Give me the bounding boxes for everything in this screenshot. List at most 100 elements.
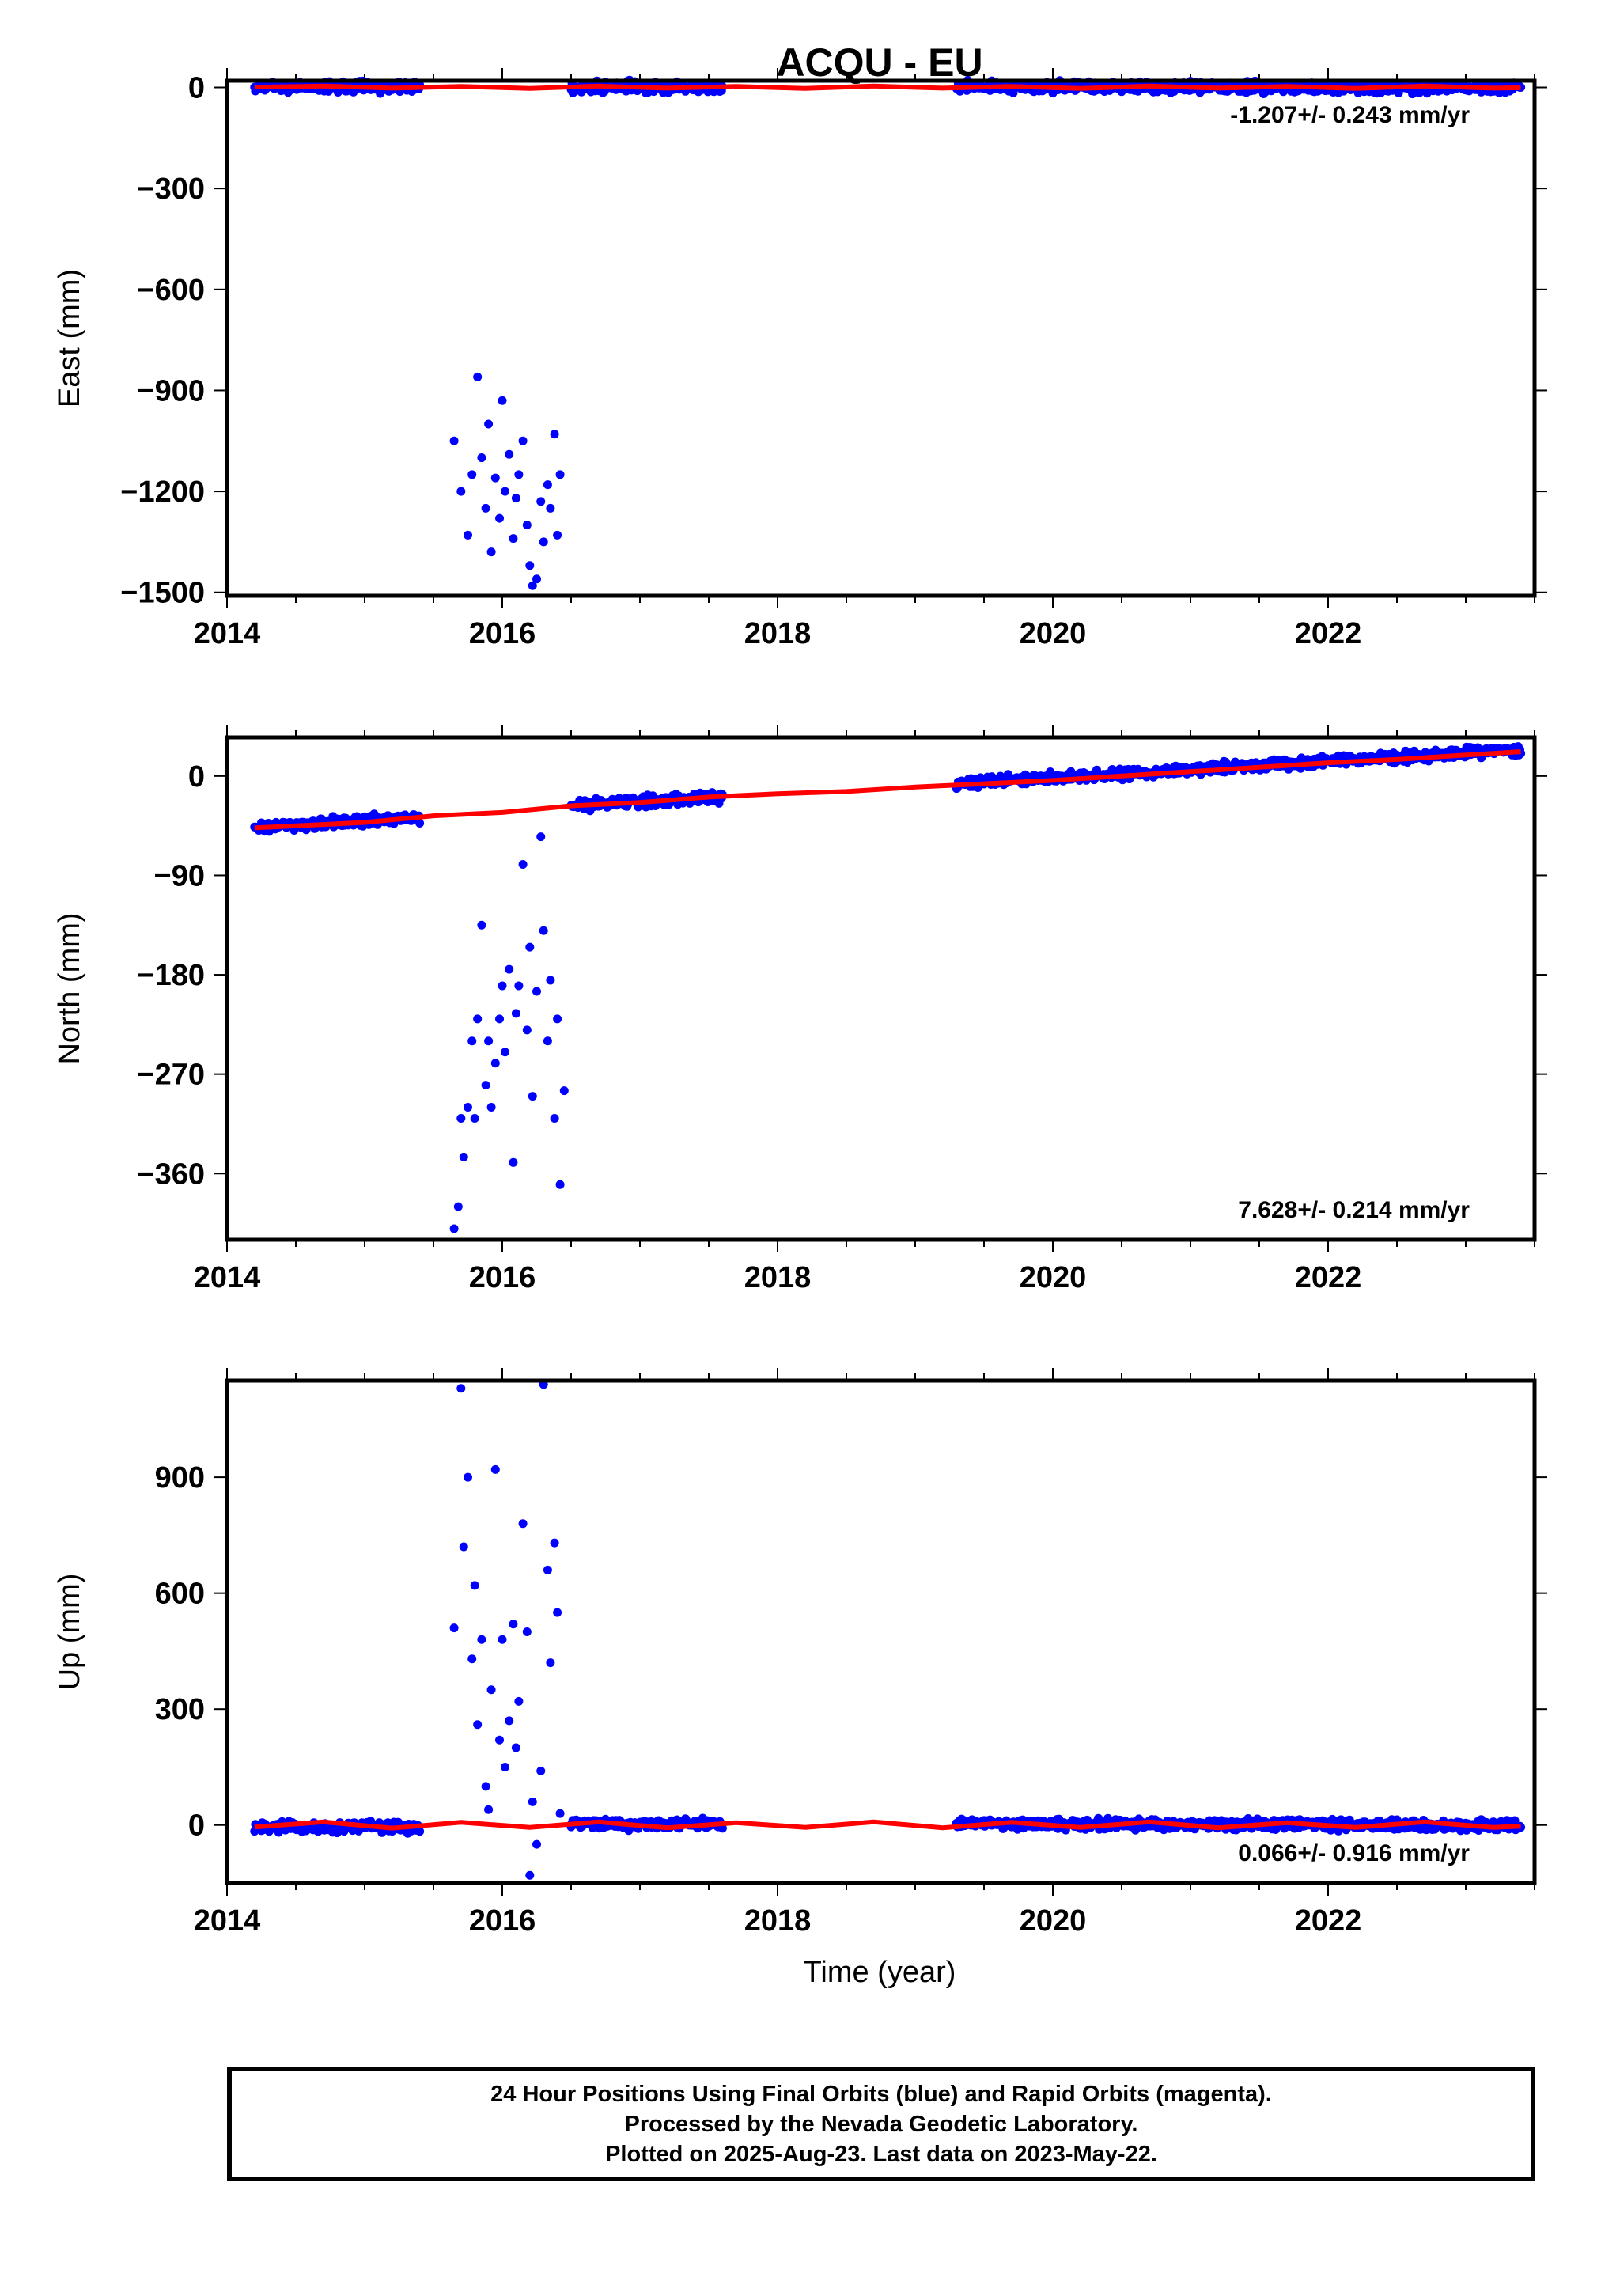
data-point: [532, 574, 541, 584]
y-axis-label: East (mm): [53, 269, 86, 407]
panel-east: 2014 2016 2018 2020 2022 0 −300 −600 −900 −1200 −1…: [53, 68, 1547, 650]
footer-info-box: 24 Hour Positions Using Final Orbits (bl…: [227, 2067, 1535, 2181]
data-point: [555, 470, 565, 479]
data-point: [509, 1620, 518, 1629]
data-point: [522, 1627, 532, 1636]
data-point: [553, 530, 562, 540]
data-point: [514, 1696, 524, 1706]
data-point: [511, 1743, 520, 1752]
data-point: [449, 1623, 459, 1633]
data-point: [490, 1059, 500, 1068]
data-point: [505, 449, 514, 459]
y-tick-label: −360: [137, 1157, 205, 1191]
data-point: [459, 1542, 468, 1552]
y-tick-label: −1500: [120, 577, 205, 610]
data-point: [484, 1805, 494, 1814]
data-point: [490, 473, 500, 483]
y-tick-label: −600: [137, 274, 205, 307]
data-point: [484, 419, 494, 429]
data-point: [453, 1202, 463, 1211]
panel-up: 2014 2016 2018 2020 2022 900 600 300 0 Up (mm) 0.0…: [53, 1368, 1547, 1938]
data-point: [539, 926, 548, 935]
x-tick-label: 2016: [469, 1904, 536, 1938]
data-point: [550, 1113, 559, 1123]
data-point: [543, 1565, 552, 1574]
data-point: [495, 513, 505, 523]
x-tick-label: 2020: [1020, 1904, 1087, 1938]
x-tick-label: 2018: [744, 1904, 812, 1938]
data-point: [481, 1782, 490, 1791]
data-point: [553, 1014, 562, 1024]
x-tick-label: 2020: [1020, 1261, 1087, 1294]
plot-frame: [225, 735, 1537, 1242]
data-point: [500, 1762, 509, 1771]
data-point: [546, 503, 555, 513]
data-point: [467, 470, 477, 479]
x-tick-label: 2022: [1295, 1261, 1362, 1294]
y-tick-label: −270: [137, 1059, 205, 1092]
data-point: [473, 1014, 483, 1024]
data-point: [415, 1827, 425, 1836]
fit-line: [254, 749, 1521, 831]
data-point: [449, 1224, 459, 1233]
data-point: [449, 436, 459, 445]
data-point: [518, 859, 528, 869]
y-tick-label: 600: [155, 1578, 205, 1611]
plot-frame: [225, 1378, 1537, 1885]
data-point: [550, 1538, 559, 1548]
data-point: [511, 1009, 520, 1018]
data-point: [525, 1870, 535, 1880]
x-tick-label: 2016: [469, 1261, 536, 1294]
data-point: [486, 547, 496, 557]
data-point: [555, 1809, 565, 1818]
x-tick-label: 2018: [744, 1261, 812, 1294]
data-point: [536, 497, 546, 506]
data-point: [486, 1685, 496, 1695]
x-tick-label: 2018: [744, 617, 812, 650]
rate-label: 0.066+/- 0.916 mm/yr: [1238, 1840, 1470, 1866]
fit-line: [254, 83, 1521, 91]
data-point: [546, 976, 555, 985]
footer-line-2: Processed by the Nevada Geodetic Laborat…: [624, 2111, 1138, 2137]
data-point: [459, 1152, 468, 1161]
y-tick-label: 900: [155, 1461, 205, 1495]
y-tick-label: −1200: [120, 475, 205, 509]
data-point: [473, 372, 483, 381]
x-axis-label: Time (year): [804, 1956, 956, 1989]
data-point: [473, 1720, 483, 1730]
data-point: [553, 1608, 562, 1617]
data-point: [514, 981, 524, 991]
x-tick-label: 2014: [194, 1904, 261, 1938]
data-point: [498, 1635, 507, 1644]
data-point: [415, 819, 425, 828]
data-point: [536, 832, 546, 842]
data-point: [456, 1384, 466, 1393]
data-point: [555, 1180, 565, 1189]
data-point: [525, 561, 535, 570]
data-point: [495, 1014, 505, 1024]
y-tick-label: 0: [188, 760, 205, 794]
data-point: [509, 1157, 518, 1167]
y-tick-label: 0: [188, 72, 205, 105]
data-point: [543, 1036, 552, 1046]
data-point: [500, 487, 509, 496]
data-point: [509, 534, 518, 544]
data-point: [498, 396, 507, 405]
data-point: [532, 987, 541, 996]
data-point: [464, 530, 472, 540]
data-point: [467, 1654, 477, 1664]
data-point: [467, 1036, 477, 1046]
x-tick-label: 2022: [1295, 1904, 1362, 1938]
data-point: [559, 1086, 569, 1096]
data-point: [518, 436, 528, 445]
data-point: [486, 1103, 496, 1112]
y-tick-label: 0: [188, 1809, 205, 1843]
footer-line-1: 24 Hour Positions Using Final Orbits (bl…: [490, 2081, 1272, 2107]
x-tick-label: 2016: [469, 617, 536, 650]
data-point: [464, 1103, 472, 1112]
data-point: [490, 1464, 500, 1474]
data-point: [464, 1472, 472, 1482]
x-tick-label: 2022: [1295, 617, 1362, 650]
data-point: [484, 1036, 494, 1046]
data-point: [498, 981, 507, 991]
